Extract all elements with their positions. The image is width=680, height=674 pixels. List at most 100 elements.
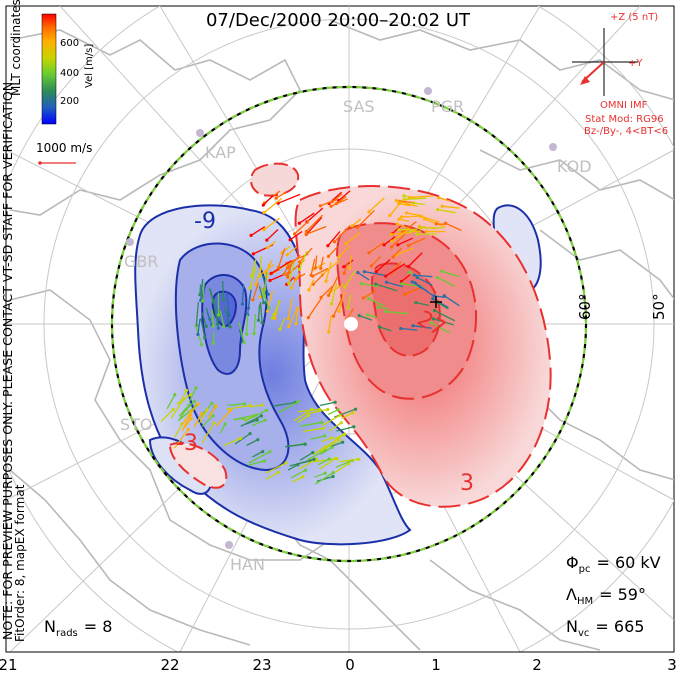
velocity-vector	[201, 422, 215, 444]
velocity-vector	[297, 408, 320, 413]
velocity-vector-origin	[238, 436, 242, 440]
velocity-vector-origin	[185, 388, 189, 392]
velocity-vector	[351, 218, 362, 227]
velocity-vector-origin	[228, 408, 233, 413]
velocity-vector	[313, 446, 326, 455]
velocity-vector	[314, 255, 318, 269]
mlt-tick-22: 22	[160, 656, 179, 674]
velocity-vector-origin	[415, 232, 419, 236]
velocity-vector	[244, 409, 267, 422]
velocity-vector	[398, 218, 410, 223]
velocity-vector-origin	[293, 232, 297, 236]
velocity-vector-origin	[261, 203, 265, 207]
velocity-vector	[408, 252, 423, 267]
velocity-vector	[252, 451, 263, 458]
velocity-vector-origin	[210, 401, 214, 405]
velocity-vector-origin	[196, 332, 200, 337]
velocity-vector-origin	[272, 312, 276, 317]
velocity-vector	[445, 222, 462, 232]
velocity-vector	[400, 327, 418, 331]
velocity-vector	[338, 291, 346, 312]
velocity-vector	[160, 409, 174, 423]
velocity-vector	[396, 199, 418, 208]
lat-label-60: 60°	[576, 293, 594, 320]
velocity-vector-origin	[189, 417, 193, 421]
velocity-vector	[233, 417, 244, 421]
velocity-vector-origin	[367, 251, 371, 255]
velocity-vector-origin	[384, 274, 388, 278]
velocity-vector-origin	[432, 294, 436, 298]
velocity-vector-origin	[287, 324, 291, 328]
stat-phi-pc: Φpc = 60 kV	[566, 553, 661, 575]
velocity-vector-origin	[286, 317, 290, 321]
velocity-vector-origin	[222, 324, 226, 328]
velocity-vector	[320, 446, 333, 455]
velocity-vector-origin	[286, 275, 290, 279]
mlt-tick-2: 2	[532, 656, 542, 674]
velocity-vector-origin	[389, 232, 393, 236]
velocity-vector-origin	[407, 270, 411, 274]
velocity-vector	[368, 298, 385, 307]
station-sas-marker	[424, 87, 432, 95]
velocity-vector	[368, 241, 385, 254]
velocity-vector	[306, 449, 326, 461]
mlt-axis: 21 22 23 0 1 2 3	[0, 651, 677, 674]
velocity-vector	[405, 197, 427, 201]
velocity-vector	[299, 451, 314, 461]
velocity-vector	[174, 423, 183, 438]
velocity-vector-origin	[432, 308, 437, 313]
velocity-vector	[328, 246, 339, 257]
velocity-vector-origin	[390, 239, 394, 243]
velocity-vector-origin	[350, 224, 354, 228]
velocity-vector	[437, 277, 456, 287]
velocity-vector	[397, 237, 413, 246]
velocity-vector	[226, 404, 251, 410]
velocity-vector	[319, 401, 336, 407]
velocity-vector	[211, 309, 214, 327]
velocity-vector-origin	[440, 269, 444, 273]
velocity-vector-origin	[319, 295, 323, 299]
velocity-vector	[328, 315, 332, 332]
velocity-vector-origin	[326, 244, 330, 248]
velocity-vector-origin	[251, 298, 255, 302]
velocity-vector	[434, 309, 456, 322]
velocity-vector-origin	[251, 252, 255, 256]
velocity-vector-origin	[201, 299, 205, 303]
velocity-vector	[197, 318, 201, 335]
velocity-vector-origin	[268, 278, 272, 283]
velocity-vector	[319, 439, 340, 453]
velocity-vector	[177, 404, 197, 422]
velocity-vector-origin	[412, 201, 416, 205]
velocity-vector	[219, 423, 226, 434]
velocity-vector	[408, 237, 426, 247]
velocity-vector	[330, 441, 343, 448]
velocity-vector	[227, 403, 245, 407]
velocity-vector	[290, 273, 300, 289]
station-label-gbr: GBR	[124, 252, 159, 271]
velocity-vector-origin	[331, 314, 336, 318]
velocity-vector	[223, 437, 241, 447]
velocity-vector-origin	[263, 418, 267, 422]
velocity-vector	[375, 259, 391, 273]
velocity-vector-origin	[406, 243, 411, 248]
velocity-vector-origin	[261, 450, 265, 454]
velocity-vector-origin	[259, 414, 263, 418]
station-label-sas: SAS	[343, 97, 375, 116]
velocity-vector-origin	[226, 320, 230, 324]
velocity-vector-origin	[246, 306, 251, 310]
velocity-vector-origin	[297, 221, 301, 225]
velocity-vector-origin	[245, 332, 249, 336]
contour-label-neg9: -9	[194, 209, 216, 234]
velocity-vector-origin	[403, 197, 407, 201]
velocity-vector	[241, 284, 245, 305]
velocity-vector	[364, 271, 386, 276]
station-markers	[126, 87, 557, 549]
velocity-vector-origin	[326, 254, 331, 258]
velocity-vector	[182, 414, 191, 429]
velocity-vector	[178, 404, 190, 417]
velocity-vector-origin	[269, 271, 273, 275]
velocity-vector	[344, 270, 356, 288]
velocity-vector	[258, 285, 265, 303]
velocity-vector-origin	[249, 233, 253, 237]
